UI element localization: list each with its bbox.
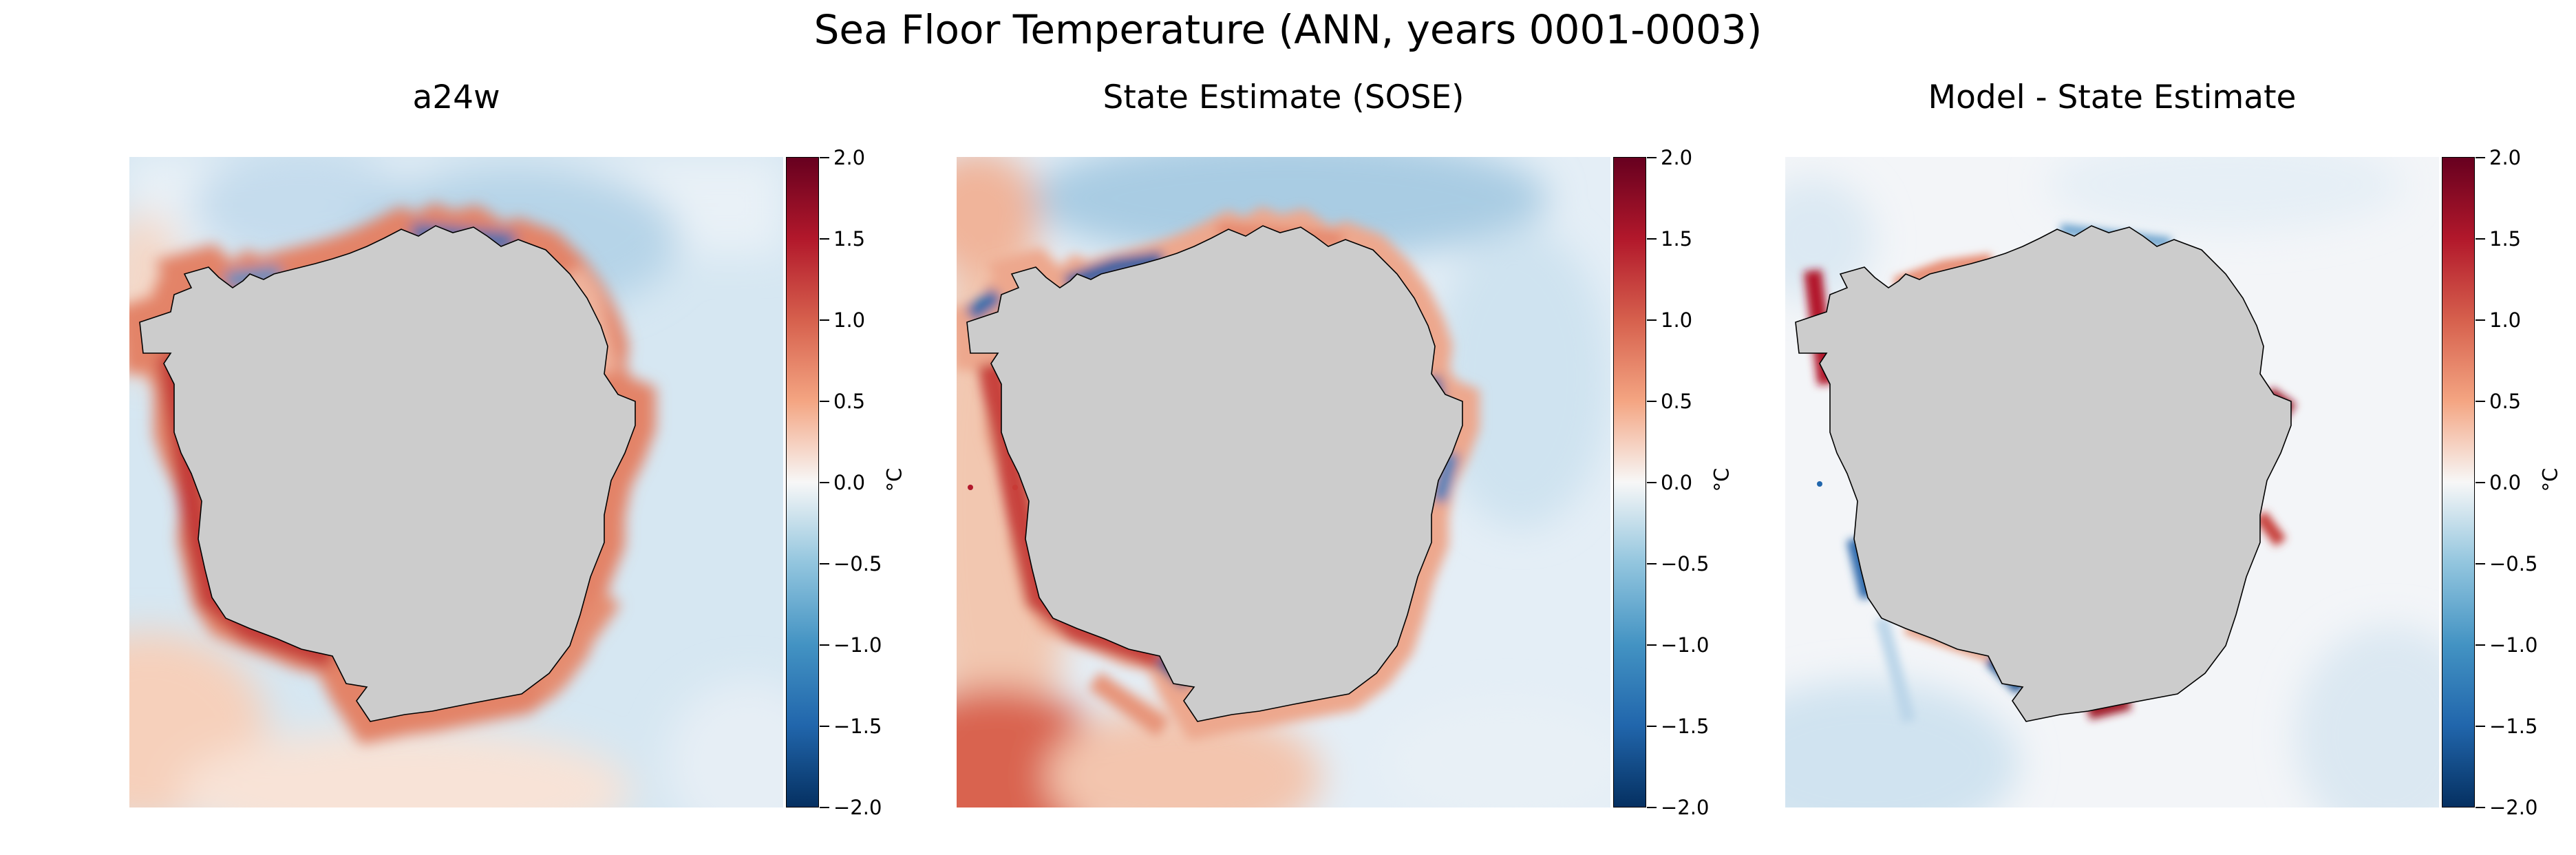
cbar-tick: 1.5 [2489, 227, 2522, 251]
cbar-tick: −1.5 [833, 715, 882, 738]
map-a24w-svg [129, 157, 783, 807]
cbar-tick: 2.0 [833, 146, 866, 169]
cbar-tick: 0.0 [2489, 471, 2522, 494]
map-a24w [129, 157, 783, 807]
map-sose-svg [957, 157, 1610, 807]
colorbar-difference: 2.0 1.5 1.0 0.5 0.0 −0.5 −1.0 −1.5 −2.0 [2442, 146, 2537, 819]
cbar-tick: 1.0 [833, 308, 866, 332]
cbar-tick: −1.0 [833, 633, 882, 657]
cbar-tick: 0.5 [833, 390, 866, 413]
cbar-tick: 0.0 [833, 471, 866, 494]
map-difference [1785, 157, 2439, 807]
cbar-tick: 2.0 [2489, 146, 2522, 169]
cbar-tick: 0.5 [2489, 390, 2522, 413]
panel-title-a24w: a24w [412, 78, 500, 116]
colorbar-unit-difference: °C [2538, 467, 2562, 492]
cbar-tick: −2.0 [833, 796, 882, 819]
cbar-tick: 0.0 [1661, 471, 1693, 494]
cbar-tick: 2.0 [1661, 146, 1693, 169]
cbar-tick: −1.0 [2489, 633, 2538, 657]
cbar-tick: −1.5 [1661, 715, 1710, 738]
colorbar-unit-sose: °C [1710, 467, 1734, 492]
figure-title: Sea Floor Temperature (ANN, years 0001-0… [813, 6, 1763, 53]
cbar-tick: −0.5 [833, 552, 882, 576]
cbar-tick: 1.5 [1661, 227, 1693, 251]
cbar-tick: −1.5 [2489, 715, 2538, 738]
map-difference-svg [1785, 157, 2439, 807]
cbar-tick: 1.0 [1661, 308, 1693, 332]
cbar-tick: −0.5 [1661, 552, 1710, 576]
cbar-tick: −2.0 [1661, 796, 1710, 819]
cbar-tick: −0.5 [2489, 552, 2538, 576]
cbar-tick: 0.5 [1661, 390, 1693, 413]
panel-title-difference: Model - State Estimate [1928, 78, 2297, 116]
cbar-tick: −1.0 [1661, 633, 1710, 657]
colorbar-unit-a24w: °C [882, 467, 906, 492]
cbar-tick: 1.0 [2489, 308, 2522, 332]
cbar-tick: −2.0 [2489, 796, 2538, 819]
colorbar-sose: 2.0 1.5 1.0 0.5 0.0 −0.5 −1.0 −1.5 −2.0 [1613, 146, 1709, 819]
colorbar-a24w: 2.0 1.5 1.0 0.5 0.0 −0.5 −1.0 −1.5 −2.0 [786, 146, 882, 819]
panel-title-sose: State Estimate (SOSE) [1103, 78, 1465, 116]
map-sose [957, 157, 1610, 807]
cbar-tick: 1.5 [833, 227, 866, 251]
